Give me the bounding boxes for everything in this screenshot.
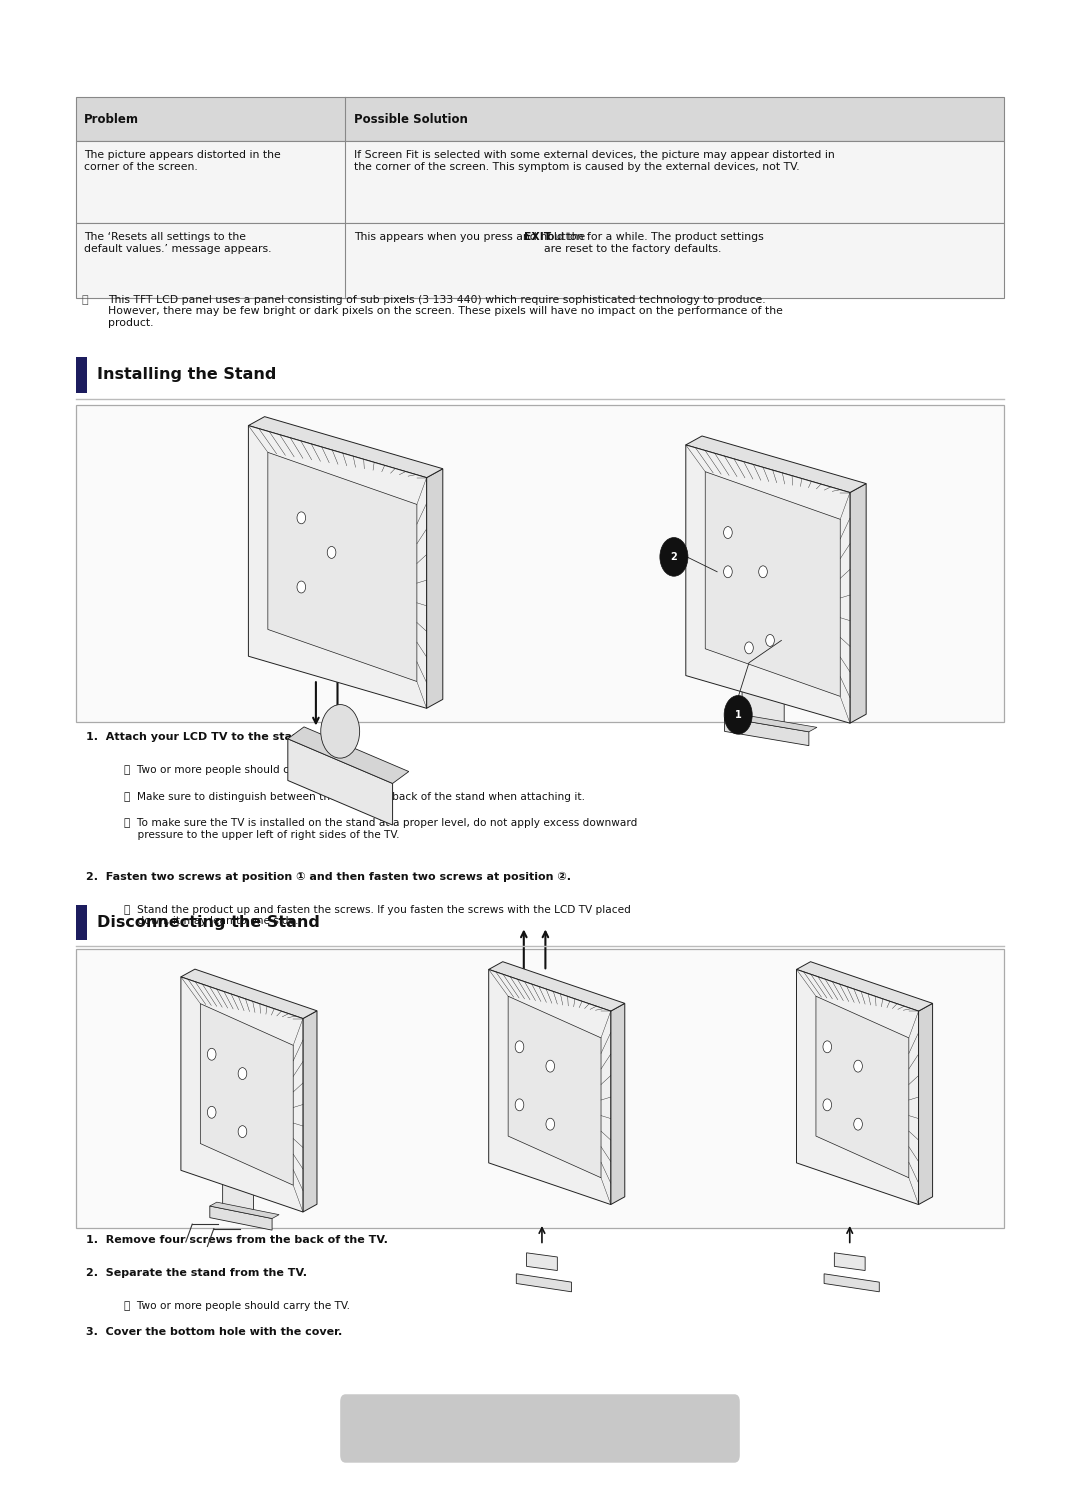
Polygon shape [797, 961, 933, 1012]
Polygon shape [287, 738, 393, 824]
Text: Possible Solution: Possible Solution [353, 113, 468, 125]
Polygon shape [824, 1274, 879, 1292]
Polygon shape [180, 976, 303, 1211]
Polygon shape [797, 970, 919, 1205]
Polygon shape [427, 469, 443, 708]
Polygon shape [725, 713, 816, 732]
FancyBboxPatch shape [76, 405, 1004, 722]
Circle shape [515, 1098, 524, 1110]
Circle shape [239, 1068, 246, 1080]
FancyBboxPatch shape [76, 905, 87, 940]
Polygon shape [303, 1010, 318, 1211]
FancyBboxPatch shape [76, 949, 1004, 1228]
Text: button for a while. The product settings
are reset to the factory defaults.: button for a while. The product settings… [543, 232, 764, 254]
Text: The ‘Resets all settings to the
default values.’ message appears.: The ‘Resets all settings to the default … [84, 232, 272, 254]
Polygon shape [919, 1003, 933, 1205]
Polygon shape [527, 1253, 557, 1271]
Circle shape [545, 1119, 555, 1131]
Text: The picture appears distorted in the
corner of the screen.: The picture appears distorted in the cor… [84, 150, 281, 173]
Circle shape [545, 1059, 555, 1071]
Circle shape [766, 634, 774, 646]
FancyBboxPatch shape [76, 141, 1004, 223]
Text: ⓓ  Two or more people should carry the TV.: ⓓ Two or more people should carry the TV… [124, 765, 350, 775]
Polygon shape [210, 1202, 279, 1219]
Text: 1.  Remove four screws from the back of the TV.: 1. Remove four screws from the back of t… [86, 1235, 389, 1245]
Circle shape [239, 1126, 246, 1138]
FancyBboxPatch shape [76, 357, 87, 393]
Text: 1.  Attach your LCD TV to the stand.: 1. Attach your LCD TV to the stand. [86, 732, 312, 743]
Text: This TFT LCD panel uses a panel consisting of sub pixels (3 133 440) which requi: This TFT LCD panel uses a panel consisti… [108, 295, 783, 327]
Text: ⓓ  Two or more people should carry the TV.: ⓓ Two or more people should carry the TV… [124, 1301, 350, 1311]
Polygon shape [268, 452, 417, 682]
Circle shape [853, 1119, 862, 1131]
Polygon shape [180, 969, 318, 1018]
Polygon shape [488, 970, 611, 1205]
Polygon shape [816, 997, 909, 1178]
Circle shape [660, 537, 688, 576]
Polygon shape [488, 961, 624, 1012]
Polygon shape [686, 445, 850, 723]
Circle shape [207, 1107, 216, 1119]
Circle shape [745, 641, 754, 653]
Polygon shape [210, 1205, 272, 1231]
Circle shape [823, 1042, 832, 1054]
Text: This appears when you press and hold the: This appears when you press and hold the [353, 232, 589, 243]
Text: English - 30: English - 30 [501, 1423, 579, 1434]
Text: EXIT: EXIT [524, 232, 551, 243]
Circle shape [724, 565, 732, 577]
Polygon shape [248, 426, 427, 708]
Polygon shape [287, 726, 409, 783]
Text: ⓓ: ⓓ [81, 295, 87, 305]
Polygon shape [850, 484, 866, 723]
Polygon shape [509, 997, 600, 1178]
Circle shape [321, 705, 360, 759]
Circle shape [823, 1098, 832, 1110]
Polygon shape [611, 1003, 624, 1205]
Text: 1: 1 [734, 710, 742, 720]
Circle shape [207, 1048, 216, 1059]
Circle shape [297, 512, 306, 524]
Text: Disconnecting the Stand: Disconnecting the Stand [97, 915, 320, 930]
Circle shape [724, 527, 732, 539]
Circle shape [327, 546, 336, 558]
FancyBboxPatch shape [76, 223, 1004, 298]
Polygon shape [725, 717, 809, 745]
Polygon shape [705, 472, 840, 696]
Text: 2.  Separate the stand from the TV.: 2. Separate the stand from the TV. [86, 1268, 308, 1278]
Polygon shape [248, 417, 443, 478]
FancyBboxPatch shape [76, 97, 1004, 141]
Text: Installing the Stand: Installing the Stand [97, 368, 276, 382]
Circle shape [758, 565, 767, 577]
Circle shape [724, 695, 752, 734]
Polygon shape [516, 1274, 571, 1292]
Text: 2: 2 [671, 552, 677, 562]
Circle shape [297, 580, 306, 592]
Text: If Screen Fit is selected with some external devices, the picture may appear dis: If Screen Fit is selected with some exte… [353, 150, 835, 173]
Circle shape [853, 1059, 862, 1071]
Text: Problem: Problem [84, 113, 139, 125]
Text: ⓓ  Make sure to distinguish between the front and back of the stand when attachi: ⓓ Make sure to distinguish between the f… [124, 792, 585, 802]
Text: ⓓ  Stand the product up and fasten the screws. If you fasten the screws with the: ⓓ Stand the product up and fasten the sc… [124, 905, 631, 927]
Polygon shape [686, 436, 866, 493]
Polygon shape [200, 1003, 294, 1184]
Text: ⓓ  To make sure the TV is installed on the stand at a proper level, do not apply: ⓓ To make sure the TV is installed on th… [124, 818, 637, 841]
Polygon shape [742, 690, 784, 722]
Polygon shape [222, 1183, 254, 1210]
Text: 2.  Fasten two screws at position ① and then fasten two screws at position ②.: 2. Fasten two screws at position ① and t… [86, 872, 571, 882]
Circle shape [515, 1042, 524, 1054]
Polygon shape [835, 1253, 865, 1271]
FancyBboxPatch shape [340, 1394, 740, 1463]
Text: 3.  Cover the bottom hole with the cover.: 3. Cover the bottom hole with the cover. [86, 1327, 342, 1338]
